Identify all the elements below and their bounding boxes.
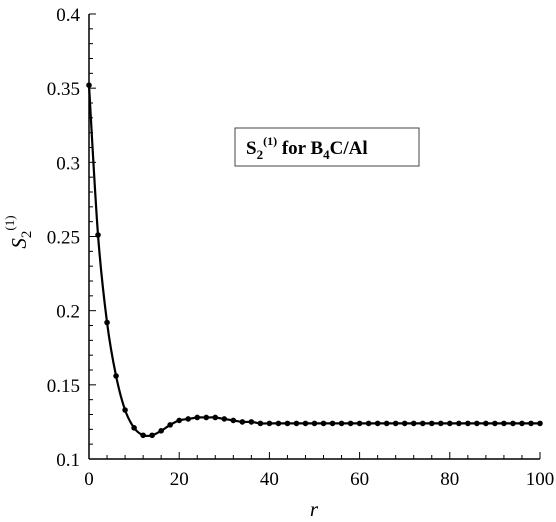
- data-point: [230, 417, 237, 424]
- data-point: [419, 420, 426, 427]
- data-point: [311, 420, 318, 427]
- ticks: [88, 13, 541, 460]
- y-tick-label: 0.1: [56, 450, 80, 471]
- x-tick-labels: 0 20 40 60 80 100: [84, 469, 554, 490]
- legend-sup1: (1): [263, 134, 277, 148]
- legend-box: [234, 127, 420, 167]
- data-point: [293, 420, 300, 427]
- data-point: [248, 419, 255, 425]
- axes: [88, 14, 540, 460]
- data-point: [401, 420, 408, 427]
- data-point: [492, 420, 498, 427]
- data-point: [320, 420, 327, 427]
- y-tick-label: 0.3: [56, 153, 80, 174]
- data-point: [302, 420, 309, 427]
- y-tick-labels: 0.1 0.15 0.2 0.25 0.3 0.35 0.4: [47, 5, 81, 471]
- y-tick-label: 0.25: [47, 228, 80, 249]
- x-tick-label: 100: [526, 469, 555, 490]
- data-point: [383, 420, 390, 427]
- data-point: [428, 420, 435, 427]
- legend-label: S2(1) for B4C/Al: [246, 134, 368, 162]
- data-point: [203, 414, 210, 421]
- data-point: [158, 428, 164, 434]
- data-point: [275, 420, 282, 427]
- data-point: [167, 422, 173, 428]
- x-axis-title: r: [310, 497, 319, 521]
- data-point: [284, 420, 291, 427]
- data-point: [501, 420, 507, 427]
- legend-sub1: 2: [257, 147, 264, 162]
- data-point: [239, 419, 246, 425]
- legend: S2(1) for B4C/Al: [234, 127, 420, 167]
- legend-sub2: 4: [323, 147, 330, 162]
- data-point: [329, 420, 336, 427]
- data-point: [140, 432, 146, 439]
- x-tick-label: 40: [260, 469, 279, 490]
- data-point: [365, 420, 372, 427]
- x-tick-label: 80: [440, 469, 459, 490]
- data-point: [104, 319, 110, 326]
- data-point: [374, 420, 381, 427]
- data-point: [113, 373, 119, 379]
- data-point: [510, 420, 516, 427]
- y-tick-label: 0.2: [56, 302, 80, 323]
- data-point: [86, 82, 92, 88]
- data-point: [221, 416, 228, 422]
- x-tick-label: 0: [84, 469, 94, 490]
- data-point: [483, 420, 489, 427]
- y-tick-label: 0.35: [47, 79, 80, 100]
- data-point: [266, 420, 273, 427]
- data-point: [122, 407, 128, 413]
- legend-part3: C/Al: [330, 138, 368, 159]
- data-point: [456, 420, 462, 427]
- data-point: [257, 420, 264, 427]
- data-point: [194, 414, 201, 421]
- data-point: [356, 420, 363, 427]
- data-point: [131, 425, 137, 431]
- x-tick-label: 60: [350, 469, 369, 490]
- data-point: [392, 420, 399, 427]
- y-axis-title-main: S: [7, 238, 31, 249]
- series-layer: [86, 82, 543, 439]
- x-tick-label: 20: [170, 469, 189, 490]
- data-point: [212, 414, 219, 421]
- y-axis-title: S2(1): [2, 215, 35, 248]
- data-point: [465, 420, 471, 427]
- data-point: [447, 420, 453, 427]
- data-point: [410, 420, 417, 427]
- y-tick-label: 0.4: [56, 5, 80, 26]
- legend-part2: for B: [277, 138, 323, 159]
- data-point: [347, 420, 354, 427]
- data-point: [519, 420, 525, 427]
- data-point: [95, 232, 101, 238]
- data-point: [437, 420, 444, 427]
- data-point: [338, 420, 345, 427]
- legend-part1: S: [246, 138, 257, 159]
- data-point: [528, 420, 534, 427]
- data-point: [176, 417, 182, 424]
- y-axis-title-superscript: (1): [2, 215, 17, 230]
- data-point: [185, 416, 192, 422]
- y-tick-label: 0.15: [47, 376, 80, 397]
- data-point: [537, 420, 543, 427]
- y-axis-title-subscript: 2: [19, 231, 35, 239]
- data-point: [149, 432, 155, 439]
- data-point: [474, 420, 480, 427]
